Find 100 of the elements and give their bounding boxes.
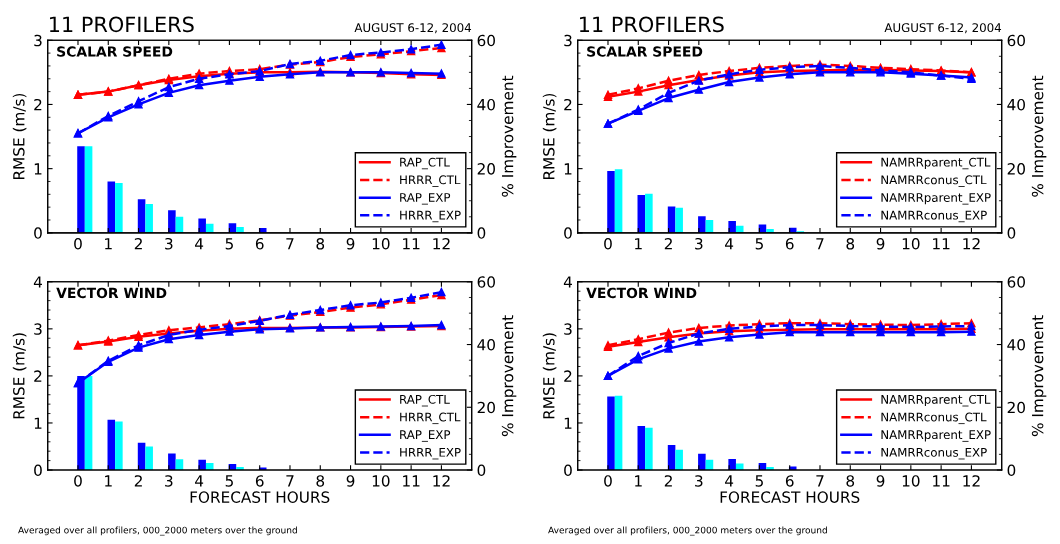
legend-label: NAMRRparent_CTL (881, 157, 991, 170)
x-tick-label: 2 (134, 237, 142, 250)
y2-tick-label: 20 (1007, 401, 1025, 414)
x-tick-label: 3 (165, 237, 173, 250)
x-tick-label: 8 (316, 237, 325, 250)
legend-label: NAMRRparent_CTL (881, 394, 991, 407)
text: Averaged over all profilers, 000_2000 meters over the ground (18, 526, 297, 536)
chart-subtitle: AUGUST 6-12, 2004 (884, 23, 1002, 34)
x-tick-label: 10 (372, 237, 390, 250)
y-axis-title: RMSE (m/s) (542, 333, 557, 419)
y2-tick-label: 60 (1007, 34, 1025, 47)
y-axis-title: RMSE (m/s) (12, 93, 27, 179)
x-tick-label: 6 (785, 237, 794, 250)
y2-tick-label: 40 (477, 98, 495, 111)
x-tick-label: 5 (755, 475, 763, 487)
chart-subtitle: AUGUST 6-12, 2004 (354, 23, 472, 34)
x-tick-label: 8 (846, 475, 855, 487)
x-tick-label: 0 (74, 475, 82, 487)
y2-tick-label: 60 (477, 276, 495, 288)
legend-label: HRRR_CTL (400, 412, 461, 425)
x-tick-label: 5 (755, 238, 763, 250)
y2-tick-label: 40 (477, 339, 495, 351)
y-tick-label: 2 (564, 370, 572, 382)
annotation: VECTOR WIND (56, 287, 167, 299)
legend-label: NAMRRconus_EXP (881, 448, 987, 460)
y-tick-label: 1 (34, 417, 42, 429)
x-tick-label: 10 (902, 237, 920, 250)
x-tick-label: 0 (74, 237, 82, 250)
legend-label: NAMRRconus_CTL (881, 412, 987, 425)
legend-label: NAMRRconus_EXP (881, 210, 987, 223)
x-tick-label: 4 (725, 238, 734, 250)
y2-tick-label: 60 (477, 34, 495, 47)
y-tick-label: 0 (34, 227, 42, 239)
x-tick-label: 0 (604, 237, 612, 250)
y-tick-label: 3 (564, 323, 572, 335)
y-tick-label: 0 (564, 227, 572, 239)
x-tick-label: 6 (785, 475, 794, 487)
y-tick-label: 1 (34, 163, 42, 175)
y2-axis-title: % Improvement (1031, 75, 1047, 197)
y-tick-label: 0 (564, 464, 572, 477)
y-tick-label: 4 (563, 276, 572, 288)
y2-tick-label: 0 (477, 227, 486, 239)
legend-label: HRRR_EXP (400, 448, 461, 460)
x-tick-label: 7 (816, 475, 824, 487)
x-axis-title: FORECAST HOURS (190, 491, 330, 503)
x-tick-label: 10 (902, 475, 920, 487)
chart-title: 11 PROFILERS (579, 16, 724, 33)
legend-label: RAP_EXP (400, 193, 451, 205)
legend-label: RAP_CTL (400, 157, 450, 170)
y2-tick-label: 0 (477, 464, 486, 477)
x-tick-label: 5 (225, 238, 233, 250)
x-tick-label: 9 (876, 237, 885, 250)
y2-tick-label: 60 (1007, 276, 1025, 288)
y-tick-label: 2 (34, 98, 42, 111)
x-tick-label: 1 (105, 475, 112, 487)
y-tick-label: 0 (34, 464, 42, 477)
x-tick-label: 2 (664, 237, 672, 250)
y-tick-label: 2 (34, 370, 42, 382)
x-tick-label: 12 (963, 475, 980, 487)
x-tick-label: 4 (725, 475, 734, 487)
x-tick-label: 1 (105, 238, 112, 250)
x-tick-label: 6 (255, 475, 264, 487)
x-tick-label: 9 (346, 475, 355, 487)
y-tick-label: 4 (33, 276, 42, 288)
x-tick-label: 7 (286, 238, 294, 250)
x-tick-label: 3 (695, 237, 703, 250)
x-axis-title: FORECAST HOURS (720, 491, 860, 503)
x-tick-label: 9 (876, 475, 885, 487)
x-tick-label: 2 (134, 475, 142, 487)
x-tick-label: 11 (933, 238, 950, 250)
annotation: VECTOR WIND (586, 287, 697, 299)
x-tick-label: 11 (403, 475, 420, 487)
x-tick-label: 1 (635, 238, 642, 250)
x-tick-label: 1 (635, 475, 642, 487)
y2-tick-label: 20 (477, 401, 495, 414)
x-tick-label: 9 (346, 237, 355, 250)
x-tick-label: 7 (816, 238, 824, 250)
legend-label: RAP_EXP (400, 430, 451, 442)
x-tick-label: 11 (933, 475, 950, 487)
annotation: SCALAR SPEED (587, 46, 703, 57)
x-tick-label: 8 (316, 475, 325, 487)
x-tick-label: 3 (695, 475, 703, 487)
x-tick-label: 7 (286, 475, 294, 487)
x-tick-label: 11 (403, 238, 420, 250)
legend-label: NAMRRparent_EXP (881, 193, 991, 205)
x-tick-label: 12 (433, 237, 450, 250)
x-tick-label: 4 (195, 475, 204, 487)
x-tick-label: 6 (255, 237, 264, 250)
chart-title: 11 PROFILERS (49, 16, 194, 33)
y-tick-label: 1 (564, 417, 572, 429)
x-tick-label: 2 (664, 475, 672, 487)
x-tick-label: 4 (195, 238, 204, 250)
y2-tick-label: 0 (1007, 464, 1016, 477)
y-tick-label: 3 (564, 34, 572, 47)
y-tick-label: 1 (564, 163, 572, 175)
legend-label: NAMRRparent_EXP (881, 430, 991, 442)
y2-tick-label: 20 (477, 163, 495, 175)
y-axis-title: RMSE (m/s) (12, 333, 27, 419)
legend-label: NAMRRconus_CTL (881, 175, 987, 187)
x-tick-label: 0 (604, 475, 612, 487)
